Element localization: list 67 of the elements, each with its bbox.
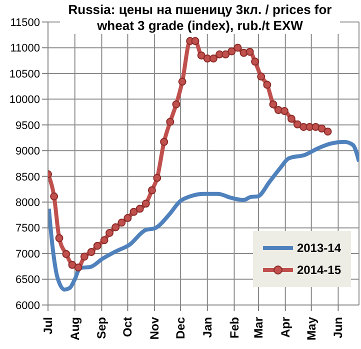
x-tick-label: Sep [94, 317, 109, 340]
y-tick-label: 11500 [10, 16, 40, 29]
point [222, 50, 230, 58]
point [148, 186, 156, 194]
y-tick-label: 8500 [16, 171, 40, 184]
point [324, 128, 332, 136]
x-tick-label: Dec [174, 316, 188, 340]
point [166, 118, 174, 126]
point [62, 250, 70, 258]
y-tick-label: 9000 [16, 146, 40, 158]
point [142, 200, 150, 208]
point [93, 242, 102, 250]
point [234, 44, 242, 52]
y-tick-label: 8000 [16, 196, 40, 209]
point [106, 228, 114, 237]
point [118, 218, 126, 227]
point [257, 72, 266, 81]
x-tick-label: Nov [148, 316, 162, 340]
y-tick-label: 6500 [16, 274, 40, 286]
line-series [48, 140, 359, 292]
point [50, 192, 58, 200]
y-tick-label: 7000 [16, 248, 40, 260]
point [80, 252, 88, 261]
point [197, 51, 206, 60]
point [100, 236, 108, 244]
point [312, 122, 320, 131]
point [172, 100, 180, 108]
x-tick-label: Jul [41, 317, 55, 334]
y-tick-label: 9500 [16, 120, 40, 132]
point [153, 174, 162, 182]
y-tick-label: 10000 [9, 94, 40, 106]
point [318, 124, 326, 133]
point [55, 234, 64, 242]
point [124, 214, 132, 222]
point [228, 47, 236, 56]
x-tick-label: Feb [227, 317, 242, 338]
point [160, 138, 168, 146]
x-tick-label: Aug [68, 317, 82, 340]
y-tick-label: 10500 [9, 68, 40, 80]
x-tick-label: Jan [200, 317, 214, 338]
point [136, 204, 144, 213]
x-tick-label: May [304, 316, 318, 340]
point [246, 48, 254, 56]
point [293, 120, 302, 128]
point [269, 100, 278, 108]
point [251, 58, 260, 66]
x-tick-label: Apr [278, 316, 292, 338]
point [87, 248, 96, 256]
y-tick-label: 11000 [10, 42, 40, 55]
point [112, 223, 120, 232]
chart-title: Russia: цены на пшеницу 3кл. / prices for wheat 3 grade (index), rub./t EXW [60, 2, 340, 34]
y-tick-label: 7500 [16, 222, 40, 235]
y-tick-label: 6000 [16, 300, 40, 312]
point [130, 208, 138, 216]
x-tick-label: Oct [120, 317, 135, 338]
x-tick-label: Mar [252, 316, 266, 338]
legend-label: 2014-15 [296, 263, 341, 277]
point [178, 78, 186, 86]
point [263, 80, 272, 89]
point [68, 260, 76, 269]
point [191, 37, 200, 46]
x-tick-label: Jun [331, 317, 346, 338]
point [209, 54, 218, 63]
point [280, 107, 288, 116]
point [74, 263, 82, 272]
point [287, 114, 296, 123]
legend-label: 2013-14 [296, 241, 341, 255]
